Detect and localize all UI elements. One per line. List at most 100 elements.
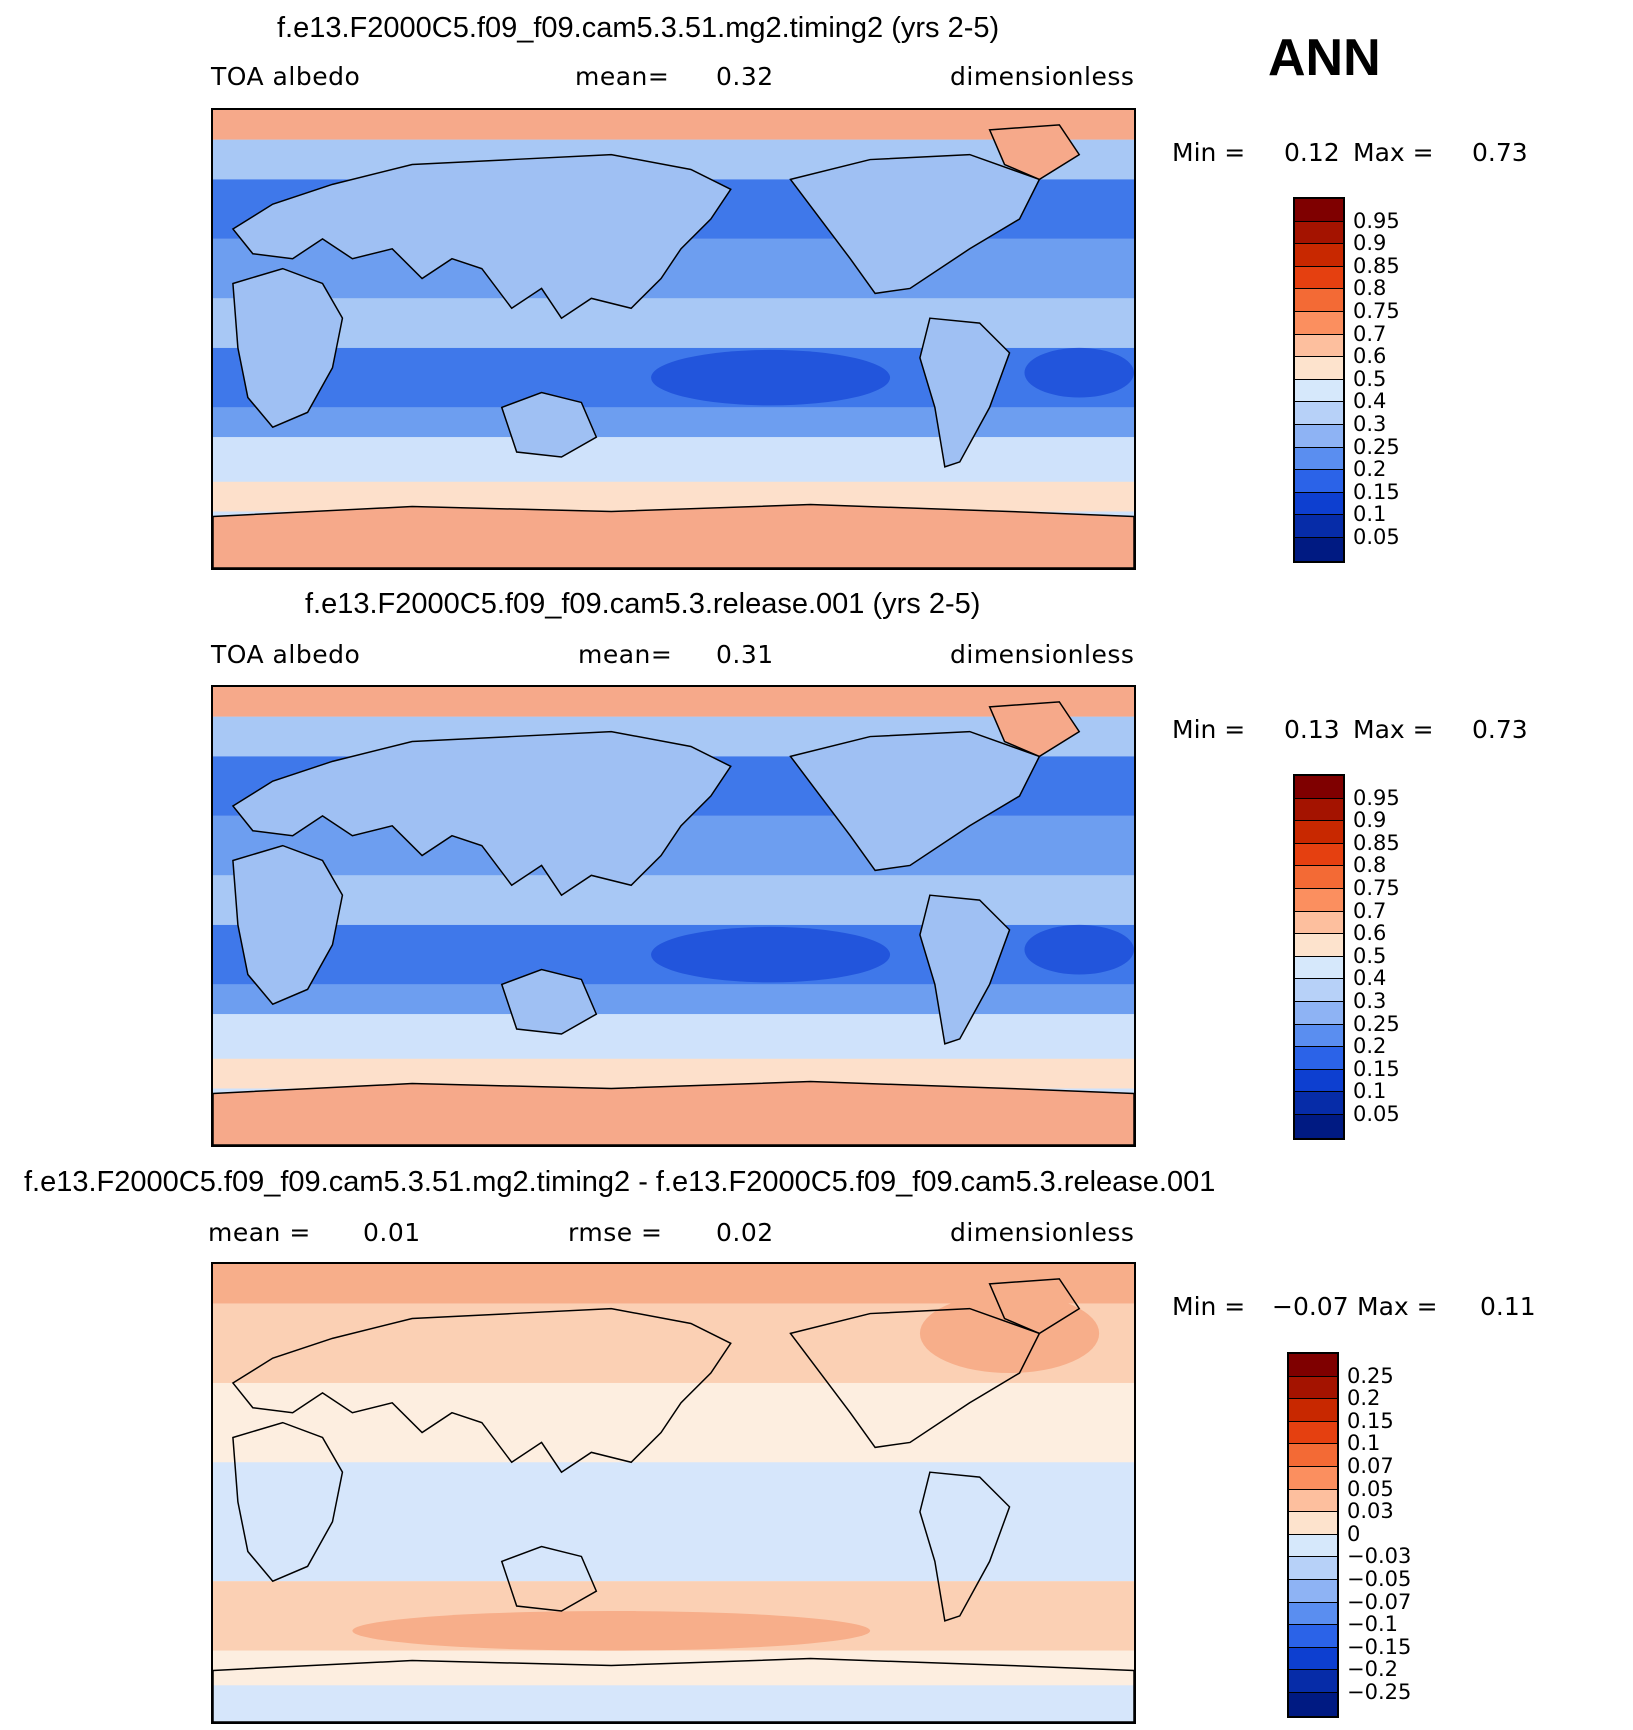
panel-1-mean-value: 0.32 <box>716 62 774 91</box>
panel-1-colorbar <box>1293 197 1345 563</box>
panel-2-max-value: 0.73 <box>1472 715 1528 744</box>
colorbar-tick-label: 0.8 <box>1353 853 1387 878</box>
colorbar-cell <box>1295 1047 1343 1070</box>
panel-2-max-label: Max = <box>1353 715 1434 744</box>
colorbar-cell <box>1289 1692 1337 1716</box>
colorbar-cell <box>1295 821 1343 844</box>
colorbar-cell <box>1295 379 1343 403</box>
colorbar-tick-label: −0.2 <box>1347 1657 1398 1682</box>
panel-3-mean-value: 0.01 <box>363 1218 421 1247</box>
colorbar-tick-label: 0.25 <box>1353 434 1400 459</box>
colorbar-tick-label: 0.1 <box>1353 502 1387 527</box>
colorbar-tick-label: 0.07 <box>1347 1454 1394 1478</box>
colorbar-cell <box>1289 1670 1337 1693</box>
panel-2-min-label: Min = <box>1172 715 1246 744</box>
colorbar-cell <box>1295 537 1343 561</box>
panel-2-min-value: 0.13 <box>1284 715 1340 744</box>
colorbar-cell <box>1289 1466 1337 1490</box>
panel-3-units: dimensionless <box>950 1218 1135 1247</box>
colorbar-cell <box>1295 199 1343 222</box>
colorbar-cell <box>1295 470 1343 493</box>
panel-3-rmse-label: rmse = <box>568 1218 663 1247</box>
colorbar-cell <box>1295 311 1343 335</box>
panel-3-colorbar <box>1287 1352 1339 1718</box>
colorbar-cell <box>1289 1579 1337 1603</box>
panel-3-map <box>211 1262 1136 1724</box>
panel-3-title: f.e13.F2000C5.f09_f09.cam5.3.51.mg2.timi… <box>24 1166 1216 1198</box>
colorbar-cell <box>1295 776 1343 799</box>
panel-1-min-label: Min = <box>1172 138 1246 167</box>
colorbar-tick-label: −0.05 <box>1347 1567 1412 1591</box>
colorbar-tick-label: 0.15 <box>1353 1056 1400 1081</box>
colorbar-tick-label: −0.07 <box>1347 1589 1412 1614</box>
panel-2-colorbar <box>1293 774 1345 1140</box>
panel-3-rmse-value: 0.02 <box>716 1218 774 1247</box>
colorbar-cell <box>1289 1399 1337 1422</box>
colorbar-cell <box>1289 1376 1337 1400</box>
colorbar-cell <box>1295 888 1343 912</box>
colorbar-cell <box>1295 402 1343 425</box>
colorbar-tick-label: 0.05 <box>1353 1102 1400 1126</box>
panel-2-variable-label: TOA albedo <box>211 640 361 669</box>
colorbar-tick-label: 0.25 <box>1347 1363 1394 1388</box>
season-label: ANN <box>1268 29 1381 87</box>
panel-2-map-svg <box>213 687 1134 1145</box>
colorbar-tick-label: 0.4 <box>1353 966 1387 991</box>
panel-2-mean-label: mean= <box>578 640 673 669</box>
colorbar-cell <box>1289 1512 1337 1535</box>
colorbar-tick-label: 0.3 <box>1353 412 1387 436</box>
colorbar-cell <box>1295 798 1343 822</box>
panel-1-map-svg <box>213 110 1134 568</box>
colorbar-cell <box>1295 934 1343 957</box>
colorbar-cell <box>1295 424 1343 448</box>
colorbar-tick-label: 0.1 <box>1347 1431 1381 1456</box>
colorbar-cell <box>1295 979 1343 1002</box>
panel-1-max-value: 0.73 <box>1472 138 1528 167</box>
panel-3-max-label: Max = <box>1357 1292 1438 1321</box>
panel-3-mean-label: mean = <box>208 1218 311 1247</box>
colorbar-tick-label: 0.5 <box>1353 943 1387 968</box>
colorbar-tick-label: 0.05 <box>1347 1476 1394 1501</box>
colorbar-tick-label: 0.4 <box>1353 389 1387 414</box>
panel-3-max-value: 0.11 <box>1480 1292 1536 1321</box>
panel-1-title: f.e13.F2000C5.f09_f09.cam5.3.51.mg2.timi… <box>277 12 1000 44</box>
colorbar-tick-label: 0.75 <box>1353 299 1400 323</box>
colorbar-tick-label: 0.6 <box>1353 344 1387 369</box>
colorbar-tick-label: 0 <box>1347 1521 1361 1546</box>
colorbar-cell <box>1289 1534 1337 1558</box>
colorbar-cell <box>1295 447 1343 471</box>
colorbar-tick-label: 0.7 <box>1353 898 1387 923</box>
colorbar-cell <box>1295 357 1343 380</box>
colorbar-cell <box>1295 1069 1343 1093</box>
colorbar-cell <box>1295 515 1343 538</box>
colorbar-tick-label: 0.7 <box>1353 321 1387 346</box>
panel-1-variable-label: TOA albedo <box>211 62 361 91</box>
panel-3-min-value: −0.07 <box>1272 1292 1349 1321</box>
panel-2-units: dimensionless <box>950 640 1135 669</box>
colorbar-tick-label: −0.15 <box>1347 1634 1412 1659</box>
colorbar-cell <box>1289 1421 1337 1445</box>
colorbar-tick-label: 0.6 <box>1353 921 1387 946</box>
colorbar-cell <box>1295 1024 1343 1048</box>
colorbar-tick-label: 0.2 <box>1347 1386 1381 1411</box>
colorbar-tick-label: 0.9 <box>1353 231 1387 256</box>
colorbar-tick-label: 0.2 <box>1353 457 1387 482</box>
colorbar-tick-label: 0.85 <box>1353 830 1400 855</box>
panel-1-map <box>211 108 1136 570</box>
colorbar-cell <box>1295 492 1343 516</box>
colorbar-cell <box>1289 1489 1337 1513</box>
colorbar-tick-label: 0.8 <box>1353 276 1387 301</box>
colorbar-cell <box>1295 911 1343 935</box>
colorbar-tick-label: 0.25 <box>1353 1011 1400 1036</box>
colorbar-cell <box>1295 956 1343 980</box>
colorbar-tick-label: −0.03 <box>1347 1544 1412 1569</box>
colorbar-cell <box>1295 289 1343 312</box>
panel-1-mean-label: mean= <box>575 62 670 91</box>
colorbar-cell <box>1289 1602 1337 1626</box>
colorbar-tick-label: 0.15 <box>1347 1408 1394 1433</box>
panel-2-title: f.e13.F2000C5.f09_f09.cam5.3.release.001… <box>305 588 981 620</box>
colorbar-cell <box>1289 1625 1337 1648</box>
colorbar-tick-label: 0.95 <box>1353 208 1400 233</box>
colorbar-cell <box>1295 1114 1343 1138</box>
colorbar-tick-label: 0.2 <box>1353 1034 1387 1059</box>
